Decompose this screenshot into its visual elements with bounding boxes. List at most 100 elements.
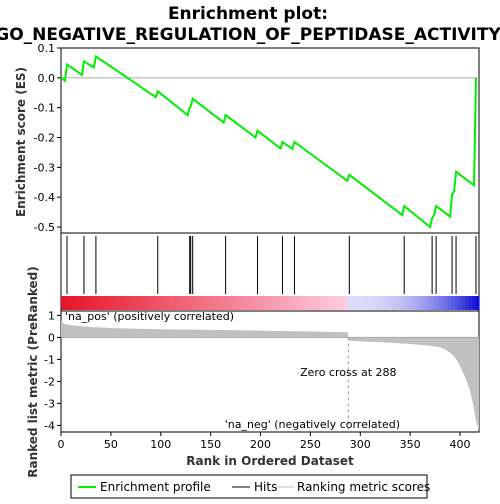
metric-y-tick-label: -2: [44, 375, 55, 388]
es-y-tick-label: 0.1: [38, 42, 56, 55]
es-y-axis-label: Enrichment score (ES): [14, 67, 28, 217]
metric-y-tick-label: 1: [48, 309, 55, 322]
rank-band-segment: [85, 296, 90, 310]
rank-band-segment: [458, 296, 463, 310]
zero-cross-label: Zero cross at 288: [300, 366, 396, 379]
metric-y-tick-label: -3: [44, 397, 55, 410]
rank-band-segment: [339, 296, 344, 310]
rank-band-segment: [346, 296, 351, 310]
x-tick-label: 300: [350, 438, 371, 451]
rank-band-segment: [158, 296, 163, 310]
rank-band-segment: [120, 296, 125, 310]
chart-title-line2: GO_NEGATIVE_REGULATION_OF_PEPTIDASE_ACTI…: [0, 25, 500, 45]
rank-band-segment: [127, 296, 132, 310]
rank-band-segment: [217, 296, 222, 310]
rank-band-segment: [475, 296, 480, 310]
rank-band-segment: [203, 296, 208, 310]
rank-band-segment: [242, 296, 247, 310]
rank-band-segment: [290, 296, 295, 310]
rank-band-segment: [151, 296, 156, 310]
es-y-tick-label: -0.5: [34, 221, 55, 234]
rank-band-segment: [200, 296, 205, 310]
rank-band-segment: [224, 296, 229, 310]
rank-band-segment: [256, 296, 261, 310]
x-tick-label: 250: [300, 438, 321, 451]
rank-band-segment: [318, 296, 323, 310]
rank-band-segment: [416, 296, 421, 310]
rank-band-segment: [395, 296, 400, 310]
rank-band-segment: [388, 296, 393, 310]
negative-correlation-label: 'na_neg' (negatively correlated): [225, 418, 400, 431]
rank-band-segment: [106, 296, 111, 310]
rank-band-segment: [71, 296, 76, 310]
x-tick-label: 50: [104, 438, 118, 451]
rank-band-segment: [207, 296, 212, 310]
rank-band-segment: [252, 296, 257, 310]
es-y-tick-label: -0.2: [34, 132, 55, 145]
rank-band-segment: [155, 296, 160, 310]
rank-band-segment: [214, 296, 219, 310]
rank-band-segment: [238, 296, 243, 310]
x-tick-label: 0: [58, 438, 65, 451]
rank-band-segment: [196, 296, 201, 310]
rank-band-segment: [165, 296, 170, 310]
rank-band-segment: [329, 296, 334, 310]
rank-band-segment: [311, 296, 316, 310]
rank-band-segment: [364, 296, 369, 310]
rank-band-segment: [465, 296, 470, 310]
rank-band-segment: [172, 296, 177, 310]
es-y-tick-label: -0.1: [34, 102, 55, 115]
rank-band-segment: [350, 296, 355, 310]
rank-band-segment: [141, 296, 146, 310]
rank-band-segment: [419, 296, 424, 310]
es-y-tick-label: -0.4: [34, 191, 55, 204]
rank-band-segment: [134, 296, 139, 310]
rank-band-segment: [353, 296, 358, 310]
rank-band-segment: [315, 296, 320, 310]
rank-band-segment: [113, 296, 118, 310]
rank-band-segment: [74, 296, 80, 310]
rank-band-segment: [409, 296, 414, 310]
rank-band-segment: [472, 296, 477, 310]
rank-band-segment: [148, 296, 153, 310]
rank-band-segment: [381, 296, 386, 310]
rank-band-segment: [433, 296, 438, 310]
hit-lines: [66, 236, 477, 294]
metric-y-tick-label: -4: [44, 419, 55, 432]
rank-band-segment: [283, 296, 289, 310]
rank-band-segment: [357, 296, 362, 310]
x-tick-label: 200: [250, 438, 271, 451]
rank-band-segment: [440, 296, 445, 310]
rank-band-segment: [423, 296, 428, 310]
rank-band-segment: [297, 296, 302, 310]
rank-band-segment: [179, 296, 184, 310]
x-axis-label: Rank in Ordered Dataset: [186, 454, 354, 468]
rank-band-segment: [454, 296, 459, 310]
rank-band-segment: [304, 296, 309, 310]
rank-band-segment: [249, 296, 254, 310]
rank-band-segment: [88, 296, 93, 310]
rank-band-segment: [360, 296, 365, 310]
rank-band-segment: [325, 296, 330, 310]
rank-band-segment: [263, 296, 268, 310]
rank-band-segment: [384, 296, 390, 310]
ranking-metric-area: [61, 320, 479, 430]
rank-band-segment: [186, 296, 191, 310]
es-panel: 0.1 0.0 -0.1 -0.2 -0.3 -0.4 -0.5 Enrichment sc…: [14, 42, 480, 234]
rank-band-segment: [221, 296, 226, 310]
rank-band-segment: [367, 296, 372, 310]
metric-y-ticks: 1 0 -1 -2 -3 -4: [44, 309, 61, 432]
rank-band-segment: [371, 296, 376, 310]
rank-band-segment: [270, 296, 275, 310]
rank-band-segment: [231, 296, 236, 310]
hits-panel: [60, 232, 480, 312]
rank-band-segment: [78, 296, 83, 310]
rank-band-segment: [405, 296, 410, 310]
x-tick-label: 150: [200, 438, 221, 451]
rank-band-segment: [102, 296, 107, 310]
legend-enrichment-label: Enrichment profile: [100, 480, 211, 494]
rank-band-segment: [426, 296, 431, 310]
x-tick-label: 350: [400, 438, 421, 451]
rank-band-segment: [412, 296, 417, 310]
rank-band-segment: [280, 296, 285, 310]
